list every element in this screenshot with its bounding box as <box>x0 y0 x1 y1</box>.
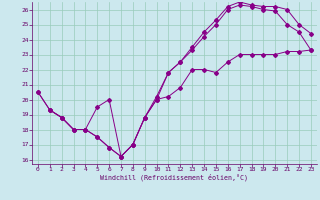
X-axis label: Windchill (Refroidissement éolien,°C): Windchill (Refroidissement éolien,°C) <box>100 174 248 181</box>
